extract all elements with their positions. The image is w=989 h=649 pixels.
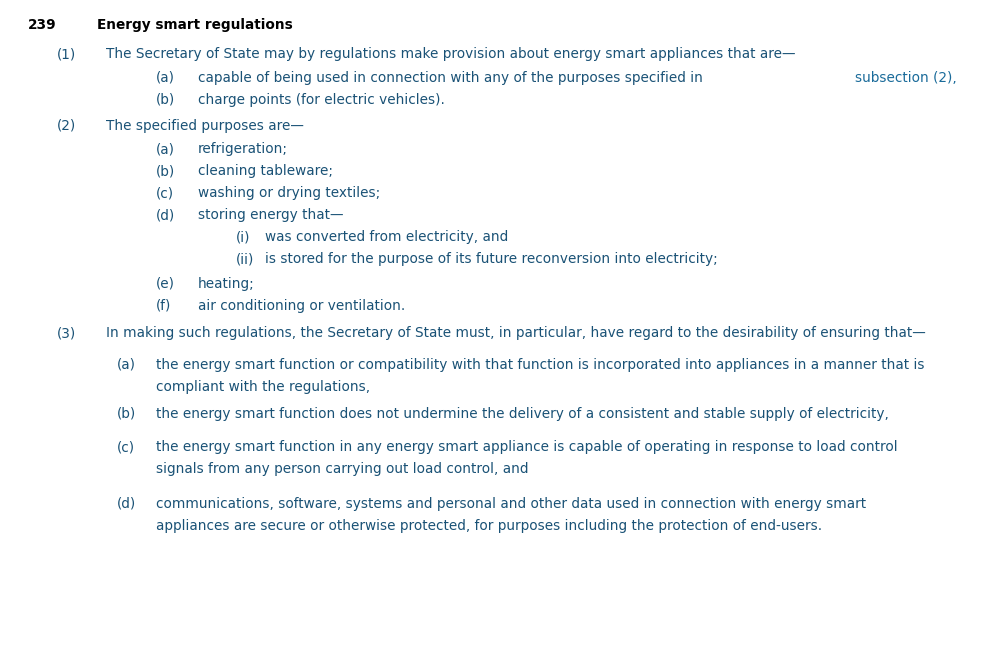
Text: refrigeration;: refrigeration; [198, 142, 288, 156]
Text: is stored for the purpose of its future reconversion into electricity;: is stored for the purpose of its future … [265, 252, 718, 267]
Text: (a): (a) [117, 358, 135, 372]
Text: capable of being used in connection with any of the purposes specified in: capable of being used in connection with… [198, 71, 707, 85]
Text: (d): (d) [117, 496, 135, 511]
Text: the energy smart function in any energy smart appliance is capable of operating : the energy smart function in any energy … [156, 440, 898, 454]
Text: (f): (f) [156, 299, 172, 313]
Text: (b): (b) [117, 407, 135, 421]
Text: (a): (a) [156, 71, 175, 85]
Text: or: or [986, 71, 989, 85]
Text: charge points (for electric vehicles).: charge points (for electric vehicles). [198, 93, 445, 107]
Text: appliances are secure or otherwise protected, for purposes including the protect: appliances are secure or otherwise prote… [156, 519, 823, 533]
Text: (c): (c) [156, 186, 174, 201]
Text: In making such regulations, the Secretary of State must, in particular, have reg: In making such regulations, the Secretar… [106, 326, 926, 341]
Text: the energy smart function does not undermine the delivery of a consistent and st: the energy smart function does not under… [156, 407, 889, 421]
Text: (e): (e) [156, 276, 175, 291]
Text: storing energy that—: storing energy that— [198, 208, 343, 223]
Text: the energy smart function or compatibility with that function is incorporated in: the energy smart function or compatibili… [156, 358, 925, 372]
Text: communications, software, systems and personal and other data used in connection: communications, software, systems and pe… [156, 496, 866, 511]
Text: The Secretary of State may by regulations make provision about energy smart appl: The Secretary of State may by regulation… [106, 47, 795, 62]
Text: (i): (i) [235, 230, 250, 245]
Text: 239: 239 [28, 18, 56, 32]
Text: (b): (b) [156, 93, 175, 107]
Text: (b): (b) [156, 164, 175, 178]
Text: (3): (3) [57, 326, 76, 341]
Text: The specified purposes are—: The specified purposes are— [106, 119, 304, 133]
Text: subsection (2),: subsection (2), [854, 71, 956, 85]
Text: cleaning tableware;: cleaning tableware; [198, 164, 333, 178]
Text: signals from any person carrying out load control, and: signals from any person carrying out loa… [156, 462, 529, 476]
Text: (c): (c) [117, 440, 135, 454]
Text: heating;: heating; [198, 276, 254, 291]
Text: compliant with the regulations,: compliant with the regulations, [156, 380, 371, 394]
Text: Energy smart regulations: Energy smart regulations [97, 18, 293, 32]
Text: (d): (d) [156, 208, 175, 223]
Text: was converted from electricity, and: was converted from electricity, and [265, 230, 508, 245]
Text: (1): (1) [57, 47, 76, 62]
Text: (ii): (ii) [235, 252, 254, 267]
Text: washing or drying textiles;: washing or drying textiles; [198, 186, 380, 201]
Text: (2): (2) [57, 119, 76, 133]
Text: (a): (a) [156, 142, 175, 156]
Text: air conditioning or ventilation.: air conditioning or ventilation. [198, 299, 405, 313]
